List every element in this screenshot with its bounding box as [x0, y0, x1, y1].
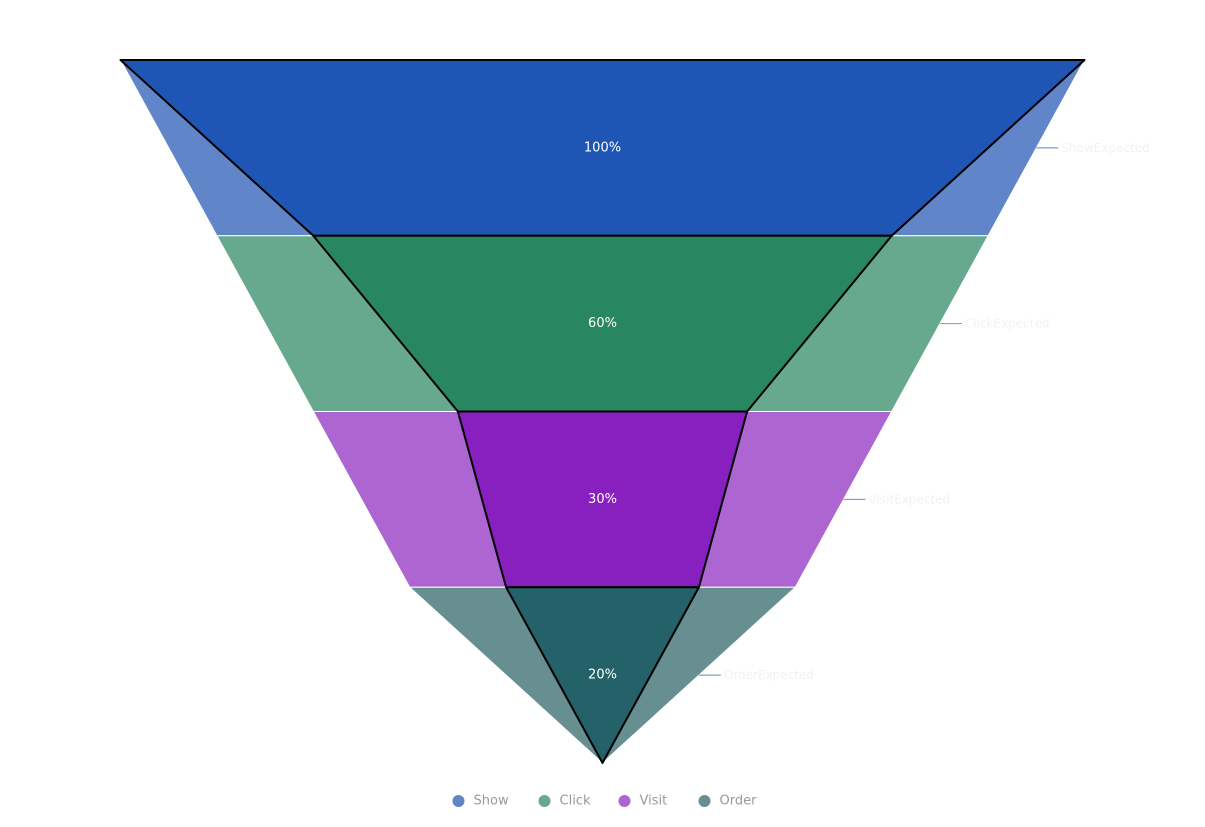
actual-label-order: 20%	[588, 668, 617, 683]
legend-item-click[interactable]: Click	[538, 794, 591, 809]
expected-label-click: ClickExpected	[965, 317, 1050, 331]
expected-label-order: OrderExpected	[724, 668, 814, 682]
legend-item-order[interactable]: Order	[698, 794, 758, 809]
legend-label-show: Show	[474, 794, 509, 809]
legend-label-visit: Visit	[640, 794, 668, 809]
legend-label-click: Click	[560, 794, 591, 809]
actual-label-show: 100%	[584, 140, 621, 155]
actual-segment-order[interactable]	[505, 586, 700, 764]
actual-label-click: 60%	[588, 316, 617, 331]
actual-label-visit: 30%	[588, 492, 617, 507]
legend-marker-click	[538, 795, 551, 807]
expected-label-visit: VisitExpected	[869, 492, 951, 506]
expected-label-show: ShowExpected	[1061, 141, 1149, 155]
legend-marker-visit	[618, 795, 631, 807]
legend-marker-order	[698, 795, 711, 807]
funnel-labels: 100% ShowExpected 60% ClickExpected 30% Visit…	[584, 140, 1150, 682]
chart-legend: Show Click Visit Order	[452, 794, 758, 809]
actual-series	[119, 59, 1086, 764]
legend-item-visit[interactable]: Visit	[618, 794, 668, 809]
legend-item-show[interactable]: Show	[452, 794, 509, 809]
legend-label-order: Order	[720, 794, 758, 809]
legend-marker-show	[452, 795, 465, 807]
